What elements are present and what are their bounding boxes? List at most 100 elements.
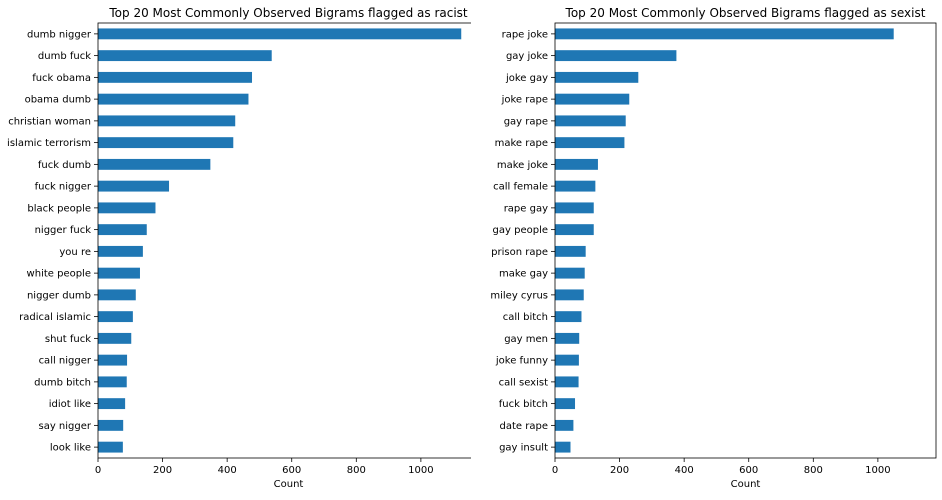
- bar-black-people: [98, 202, 156, 214]
- x-tick-label: 800: [804, 465, 823, 476]
- bar-gay-joke: [555, 50, 677, 62]
- y-tick-label: joke gay: [505, 73, 548, 84]
- bar-fuck-bitch: [555, 398, 576, 410]
- y-tick-label: gay joke: [506, 51, 548, 62]
- bar-rape-joke: [555, 28, 894, 40]
- y-tick-label: nigger dumb: [27, 290, 91, 301]
- x-tick-label: 200: [153, 465, 172, 476]
- y-tick-label: fuck obama: [32, 73, 91, 84]
- y-tick-label: fuck nigger: [35, 182, 92, 193]
- x-tick-label: 600: [739, 465, 758, 476]
- y-tick-label: joke funny: [495, 356, 548, 367]
- y-tick-label: make gay: [499, 269, 548, 280]
- bar-make-gay: [555, 267, 585, 279]
- y-tick-label: gay men: [504, 334, 548, 345]
- bar-fuck-obama: [98, 71, 253, 83]
- bar-date-rape: [555, 419, 574, 431]
- y-tick-label: call sexist: [499, 377, 548, 388]
- x-tick-label: 0: [552, 465, 558, 476]
- sexist-bigrams-chart: Top 20 Most Commonly Observed Bigrams fl…: [471, 0, 942, 500]
- bar-nigger-dumb: [98, 289, 136, 301]
- y-tick-label: fuck dumb: [38, 160, 91, 171]
- y-tick-label: joke rape: [501, 95, 548, 106]
- x-tick-label: 0: [95, 465, 101, 476]
- bar-say-nigger: [98, 419, 124, 431]
- axes-frame: [97, 22, 480, 459]
- x-axis-label: Count: [731, 479, 761, 490]
- x-tick-label: 600: [282, 465, 301, 476]
- y-tick-label: gay people: [493, 225, 548, 236]
- bar-you-re: [98, 245, 143, 257]
- y-tick-label: christian woman: [8, 116, 91, 127]
- racist-bigrams-plot: Top 20 Most Commonly Observed Bigrams fl…: [7, 6, 480, 490]
- bar-rape-gay: [555, 202, 594, 214]
- y-tick-label: obama dumb: [25, 95, 91, 106]
- y-tick-label: black people: [27, 203, 91, 214]
- y-tick-label: gay insult: [499, 443, 548, 454]
- bar-joke-gay: [555, 71, 639, 83]
- y-tick-label: call nigger: [39, 356, 92, 367]
- y-tick-label: you re: [59, 247, 91, 258]
- bar-gay-insult: [555, 441, 571, 453]
- y-tick-label: rape gay: [504, 203, 548, 214]
- y-tick-label: look like: [50, 443, 91, 454]
- bar-call-female: [555, 180, 596, 192]
- bar-gay-people: [555, 224, 594, 236]
- bar-call-nigger: [98, 354, 128, 366]
- y-tick-label: white people: [27, 269, 91, 280]
- bar-look-like: [98, 441, 123, 453]
- y-tick-label: dumb fuck: [38, 51, 91, 62]
- bar-nigger-fuck: [98, 224, 147, 236]
- y-tick-label: dumb bitch: [34, 377, 91, 388]
- chart-title: Top 20 Most Commonly Observed Bigrams fl…: [108, 6, 468, 20]
- y-tick-label: idiot like: [49, 399, 91, 410]
- bar-gay-men: [555, 332, 580, 344]
- racist-bigrams-chart: Top 20 Most Commonly Observed Bigrams fl…: [7, 6, 480, 490]
- x-tick-label: 1000: [865, 465, 890, 476]
- y-tick-label: radical islamic: [19, 312, 91, 323]
- bar-joke-rape: [555, 93, 630, 105]
- bar-dumb-fuck: [98, 50, 272, 62]
- bar-dumb-nigger: [98, 28, 462, 40]
- y-tick-label: fuck bitch: [499, 399, 548, 410]
- bar-fuck-nigger: [98, 180, 170, 192]
- chart-title: Top 20 Most Commonly Observed Bigrams fl…: [565, 6, 926, 20]
- bar-dumb-bitch: [98, 376, 127, 388]
- x-tick-label: 200: [610, 465, 629, 476]
- bar-gay-rape: [555, 115, 626, 127]
- bar-miley-cyrus: [555, 289, 584, 301]
- x-tick-label: 400: [675, 465, 694, 476]
- bar-call-sexist: [555, 376, 579, 388]
- bar-call-bitch: [555, 311, 582, 323]
- y-tick-label: call female: [493, 182, 548, 193]
- bar-prison-rape: [555, 245, 586, 257]
- y-tick-label: say nigger: [38, 421, 91, 432]
- y-tick-label: dumb nigger: [27, 29, 92, 40]
- x-tick-label: 400: [218, 465, 237, 476]
- y-tick-label: call bitch: [503, 312, 548, 323]
- y-tick-label: prison rape: [491, 247, 548, 258]
- bar-make-rape: [555, 137, 625, 149]
- bar-idiot-like: [98, 398, 126, 410]
- bar-shut-fuck: [98, 332, 132, 344]
- x-tick-label: 800: [347, 465, 366, 476]
- y-tick-label: shut fuck: [45, 334, 91, 345]
- bar-joke-funny: [555, 354, 579, 366]
- bar-obama-dumb: [98, 93, 249, 105]
- bar-christian-woman: [98, 115, 236, 127]
- bar-islamic-terrorism: [98, 137, 234, 149]
- bar-radical-islamic: [98, 311, 133, 323]
- y-tick-label: nigger fuck: [35, 225, 92, 236]
- y-tick-label: miley cyrus: [490, 290, 548, 301]
- y-tick-label: rape joke: [502, 29, 548, 40]
- y-tick-label: make joke: [497, 160, 548, 171]
- sexist-bigrams-plot: Top 20 Most Commonly Observed Bigrams fl…: [490, 6, 937, 490]
- x-tick-label: 1000: [408, 465, 433, 476]
- bar-make-joke: [555, 158, 598, 170]
- x-axis-label: Count: [274, 479, 304, 490]
- y-tick-label: make rape: [495, 138, 548, 149]
- bar-white-people: [98, 267, 140, 279]
- axes-frame: [554, 22, 937, 459]
- bar-fuck-dumb: [98, 158, 211, 170]
- y-tick-label: islamic terrorism: [7, 138, 91, 149]
